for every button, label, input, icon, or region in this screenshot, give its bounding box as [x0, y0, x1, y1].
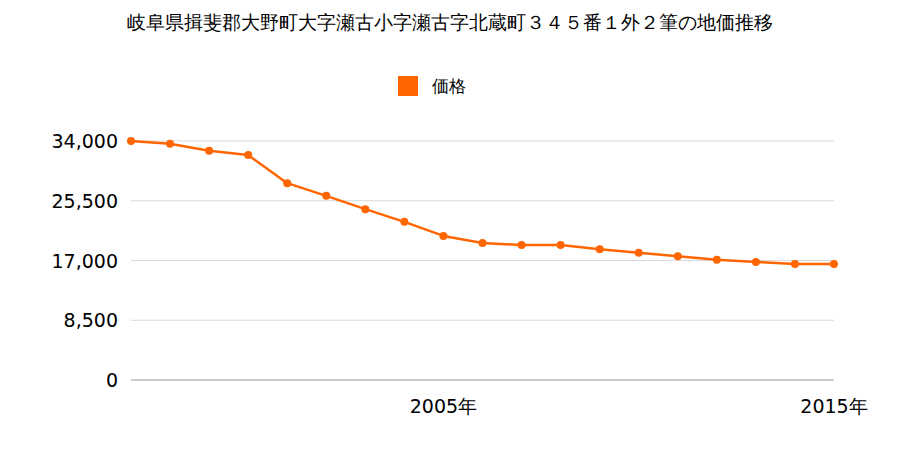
point	[283, 179, 291, 187]
point	[205, 147, 213, 155]
grid-line	[131, 141, 834, 142]
point	[479, 239, 487, 247]
point	[166, 140, 174, 148]
grid-line	[131, 200, 834, 201]
point	[322, 192, 330, 200]
point	[439, 232, 447, 240]
x-tick-label: 2005年	[410, 395, 477, 417]
y-tick-label: 25,500	[52, 190, 118, 212]
point	[557, 241, 565, 249]
grid-line	[131, 320, 834, 321]
point	[361, 205, 369, 213]
point	[518, 241, 526, 249]
plot-area	[127, 137, 838, 268]
point	[596, 245, 604, 253]
point	[635, 249, 643, 257]
y-tick-label: 8,500	[64, 309, 118, 331]
point	[830, 260, 838, 268]
chart: 岐阜県揖斐郡大野町大字瀬古小字瀬古字北蔵町３４５番１外２筆の地価推移価格 0 8,5…	[0, 0, 900, 450]
y-tick-label: 17,000	[52, 250, 118, 272]
point	[752, 258, 760, 266]
legend-swatch	[398, 76, 418, 96]
line	[131, 141, 834, 264]
y-tick-label: 34,000	[52, 130, 118, 152]
legend-label: 価格	[432, 76, 466, 96]
grid-line	[131, 380, 834, 381]
point	[713, 256, 721, 264]
point	[400, 218, 408, 226]
point	[127, 137, 135, 145]
y-tick-label: 0	[106, 369, 118, 391]
point	[244, 151, 252, 159]
x-tick-label: 2015年	[800, 395, 867, 417]
title: 岐阜県揖斐郡大野町大字瀬古小字瀬古字北蔵町３４５番１外２筆の地価推移	[127, 11, 773, 33]
point	[674, 252, 682, 260]
point	[791, 260, 799, 268]
